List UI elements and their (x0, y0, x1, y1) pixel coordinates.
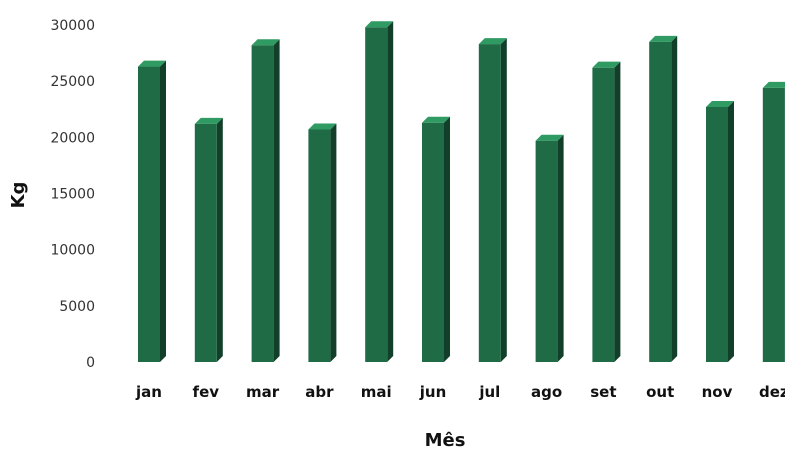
x-tick-label: dez (759, 383, 785, 401)
bar-top (762, 81, 785, 88)
bar-front (762, 87, 785, 362)
x-tick-label: nov (702, 383, 733, 401)
bar-abr (308, 123, 337, 362)
bar-nov (706, 101, 734, 363)
bar-front (194, 123, 217, 362)
bar-side (160, 60, 166, 363)
bar-front (251, 45, 274, 362)
bar-front (649, 41, 672, 362)
x-axis-ticks: jan fev mar abr mai jun jul ago set out nov dez (135, 383, 785, 401)
x-tick-label: jul (478, 383, 500, 401)
bar-front (535, 140, 558, 362)
bar-set (592, 61, 621, 362)
bar-top (478, 38, 507, 45)
y-axis-title: Kg (8, 182, 29, 209)
bar-fev (194, 117, 223, 362)
bar-jan (138, 60, 166, 363)
bar-top (535, 134, 564, 141)
bar-top (422, 116, 450, 123)
bar-side (557, 134, 564, 362)
y-tick-label: 10000 (50, 243, 95, 259)
bar-jul (478, 38, 507, 362)
y-axis-ticks: 0 5000 10000 15000 20000 25000 30000 (50, 18, 95, 371)
x-tick-label: mai (361, 383, 392, 401)
y-tick-label: 0 (86, 355, 95, 371)
bar-dez (762, 81, 785, 362)
bar-side (614, 61, 621, 362)
bar-front (308, 129, 331, 362)
bar-front (478, 44, 501, 362)
bar-mar (251, 39, 280, 362)
bar-side (387, 21, 394, 362)
bar-side (216, 117, 223, 362)
y-tick-label: 25000 (50, 74, 95, 90)
bar-top (251, 39, 280, 46)
bar-top (138, 60, 166, 67)
y-tick-label: 5000 (59, 299, 95, 315)
bar-top (194, 117, 223, 124)
bar-side (728, 101, 734, 363)
bar-ago (535, 134, 564, 362)
y-tick-label: 20000 (50, 130, 95, 146)
bar-side (500, 38, 507, 362)
x-tick-label: fev (193, 383, 220, 401)
bar-front (138, 66, 160, 363)
x-tick-label: out (646, 383, 674, 401)
bar-front (422, 122, 444, 362)
bar-side (671, 35, 678, 362)
x-axis-title: Mês (425, 430, 466, 451)
bar-top (308, 123, 337, 130)
bar-side (273, 39, 280, 362)
bar-side (444, 116, 450, 362)
bar-top (592, 61, 621, 68)
y-tick-label: 30000 (50, 18, 95, 34)
bar-top (649, 35, 678, 42)
x-tick-label: ago (531, 383, 562, 401)
bar-front (365, 27, 388, 362)
x-tick-label: mar (246, 383, 280, 401)
x-tick-label: set (590, 383, 616, 401)
bar-top (706, 101, 734, 108)
bar-top (365, 21, 394, 28)
bar-jun (422, 116, 450, 362)
bar-side (330, 123, 337, 362)
x-tick-label: jun (419, 383, 447, 401)
bar-front (592, 67, 615, 362)
bars (138, 21, 785, 363)
bar-front (706, 107, 728, 363)
bar-mai (365, 21, 394, 362)
y-tick-label: 15000 (50, 187, 95, 203)
x-tick-label: jan (135, 383, 162, 401)
bar-out (649, 35, 678, 362)
x-tick-label: abr (305, 383, 334, 401)
